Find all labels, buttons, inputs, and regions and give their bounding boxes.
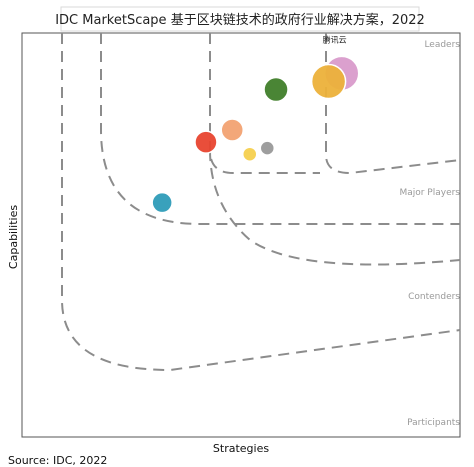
vendor-point [194, 130, 218, 154]
x-axis-label: Strategies [213, 442, 269, 455]
plot-frame [21, 32, 461, 438]
title-box [60, 6, 420, 32]
band-label-leaders: Leaders [424, 40, 460, 50]
band-label-participants: Participants [407, 418, 460, 428]
chart-title: IDC MarketScape 基于区块链技术的政府行业解决方案，2022 [55, 12, 425, 28]
vendor-point [259, 140, 276, 156]
boundary-participants [61, 33, 461, 372]
y-axis-label: Capabilities [7, 205, 20, 269]
vendor-point [242, 146, 258, 162]
vendor-point [263, 76, 289, 103]
vendor-point-label: 腾讯云 [323, 34, 347, 44]
boundary-leaders [325, 33, 461, 175]
band-label-major-players: Major Players [399, 188, 460, 198]
vendor-point [151, 191, 173, 214]
source-note: Source: IDC, 2022 [8, 454, 107, 467]
vendor-point [310, 63, 347, 100]
boundary-major-players [209, 149, 461, 266]
boundary-contenders [100, 33, 460, 225]
band-label-contenders: Contenders [408, 292, 460, 302]
vendor-points: 腾讯云 [151, 34, 360, 214]
vendor-point [220, 118, 244, 142]
